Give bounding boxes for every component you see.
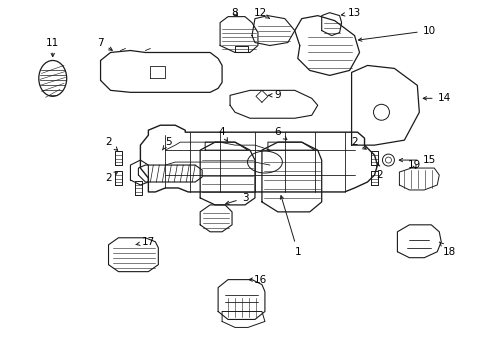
Text: 3: 3 <box>225 193 248 204</box>
Text: 2: 2 <box>350 137 366 149</box>
Text: 16: 16 <box>248 275 266 285</box>
Text: 8: 8 <box>231 8 238 18</box>
Text: 14: 14 <box>422 93 450 103</box>
Text: 1: 1 <box>280 195 301 257</box>
Text: 13: 13 <box>341 8 361 18</box>
Text: 2: 2 <box>105 137 118 150</box>
Text: 4: 4 <box>218 127 227 141</box>
Text: 11: 11 <box>46 37 59 57</box>
Text: 19: 19 <box>407 160 420 170</box>
Text: 18: 18 <box>439 242 455 257</box>
Text: 9: 9 <box>268 90 281 100</box>
Text: 2: 2 <box>105 172 118 183</box>
Text: 15: 15 <box>399 155 435 165</box>
Text: 7: 7 <box>97 37 112 50</box>
Text: 6: 6 <box>274 127 286 140</box>
Text: 5: 5 <box>162 137 171 150</box>
Text: 10: 10 <box>358 26 435 41</box>
Text: 12: 12 <box>253 8 269 18</box>
Text: 2: 2 <box>375 163 382 180</box>
Text: 17: 17 <box>136 237 155 247</box>
